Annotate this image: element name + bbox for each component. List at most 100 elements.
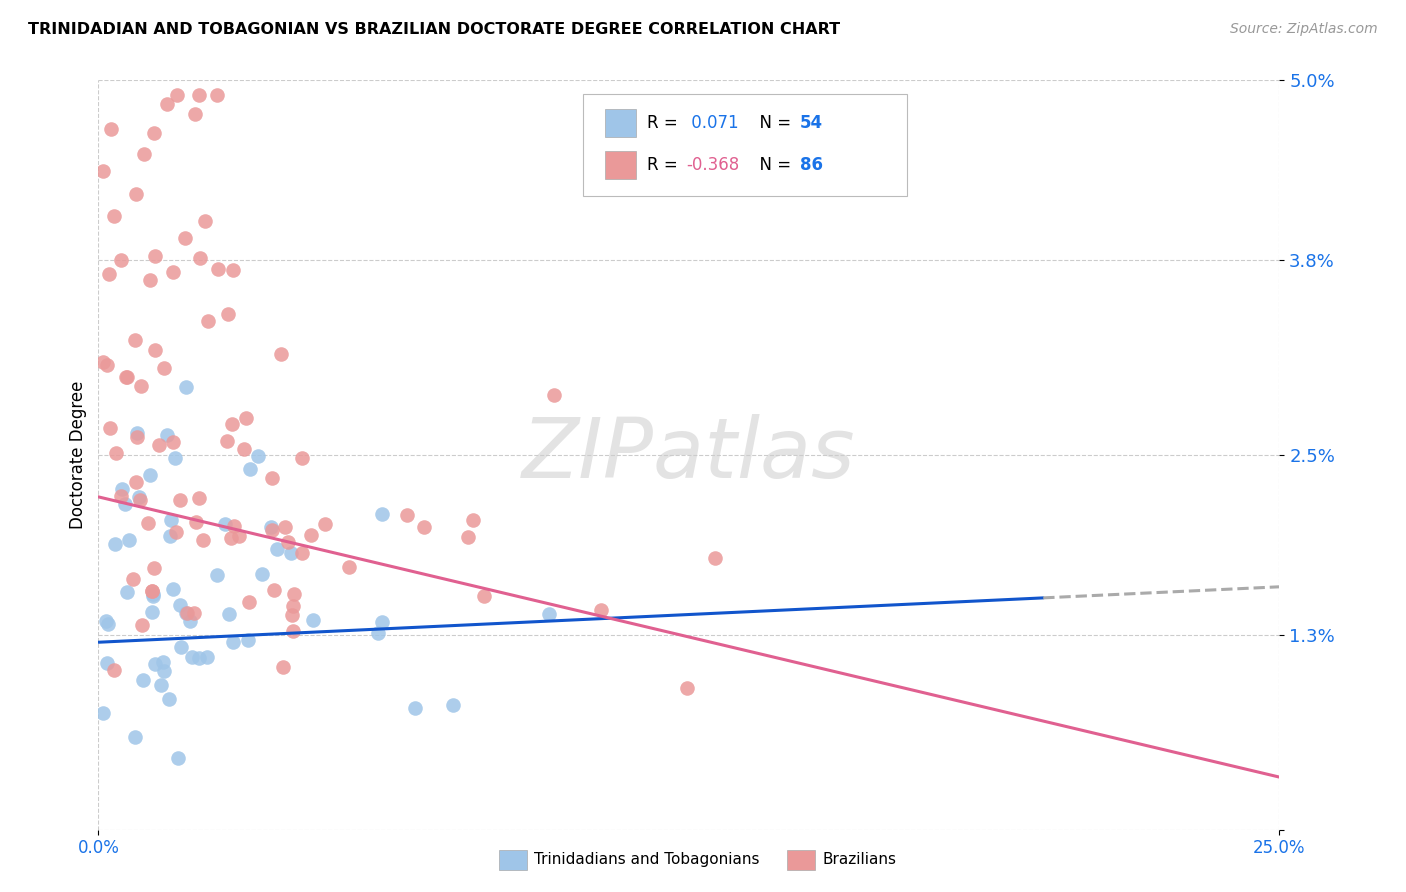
Point (281, 624, 304, 639)
Point (165, 451, 187, 466)
Text: N =: N = (749, 114, 797, 132)
Point (214, 517, 236, 532)
Point (181, 649, 204, 664)
Point (110, 252, 132, 267)
Point (187, 650, 209, 665)
Text: TRINIDADIAN AND TOBAGONIAN VS BRAZILIAN DOCTORATE DEGREE CORRELATION CHART: TRINIDADIAN AND TOBAGONIAN VS BRAZILIAN … (28, 22, 841, 37)
Point (277, 534, 299, 549)
Point (104, 446, 127, 460)
Point (404, 701, 426, 715)
Point (281, 599, 304, 614)
Point (98, 421, 121, 435)
Point (124, 333, 146, 347)
Point (457, 530, 479, 544)
Point (197, 314, 219, 328)
Point (97, 616, 120, 631)
Point (195, 650, 218, 665)
Point (238, 595, 260, 609)
Point (96, 656, 118, 670)
Text: R =: R = (647, 114, 683, 132)
Point (188, 491, 211, 505)
Point (166, 88, 188, 103)
Point (118, 533, 141, 547)
Point (217, 434, 239, 449)
Point (176, 606, 198, 620)
Point (270, 347, 292, 361)
Point (187, 88, 209, 103)
Point (129, 379, 152, 393)
Point (143, 249, 166, 263)
Point (141, 583, 163, 598)
Point (260, 520, 283, 534)
Point (280, 607, 302, 622)
Point (103, 664, 125, 678)
Point (291, 450, 314, 465)
Point (184, 515, 207, 529)
Point (169, 640, 191, 655)
Text: ZIPatlas: ZIPatlas (522, 415, 856, 495)
Point (463, 513, 485, 527)
Point (302, 613, 325, 627)
Point (134, 147, 156, 161)
Point (173, 231, 195, 245)
Point (165, 524, 187, 539)
Point (291, 546, 314, 560)
Point (235, 411, 257, 425)
Point (148, 438, 170, 452)
Text: 86: 86 (800, 156, 823, 174)
Point (167, 751, 190, 765)
Point (396, 508, 419, 523)
Point (128, 490, 150, 504)
Point (219, 531, 242, 545)
Point (262, 523, 284, 537)
Point (114, 497, 136, 511)
Point (139, 273, 162, 287)
Point (125, 426, 148, 441)
Point (315, 516, 337, 531)
Point (370, 615, 392, 629)
Point (162, 434, 184, 449)
Point (96, 358, 118, 372)
Point (162, 582, 184, 597)
Point (115, 584, 138, 599)
Point (139, 467, 162, 482)
Point (129, 493, 152, 508)
Point (194, 214, 217, 228)
Point (152, 655, 174, 669)
Point (179, 614, 201, 628)
Point (299, 528, 322, 542)
Text: Brazilians: Brazilians (823, 853, 897, 867)
Text: Trinidadians and Tobagonians: Trinidadians and Tobagonians (534, 853, 759, 867)
Point (115, 370, 138, 384)
Text: N =: N = (749, 156, 797, 174)
Point (174, 606, 197, 620)
Point (143, 657, 166, 672)
Point (97, 267, 120, 281)
Point (266, 542, 288, 557)
Point (124, 187, 146, 202)
Point (141, 584, 163, 599)
Point (218, 307, 240, 321)
Point (103, 210, 125, 224)
Point (538, 607, 561, 622)
Point (441, 698, 464, 713)
Point (160, 513, 183, 527)
Point (96, 614, 118, 628)
Point (132, 673, 155, 687)
Point (125, 430, 148, 444)
Point (131, 618, 153, 632)
Text: -0.368: -0.368 (686, 156, 740, 174)
Point (114, 370, 136, 384)
Point (145, 343, 167, 357)
Point (337, 560, 360, 574)
Point (183, 606, 205, 620)
Point (91, 163, 114, 178)
Point (142, 560, 165, 574)
Point (207, 568, 229, 582)
Y-axis label: Doctorate Degree: Doctorate Degree (69, 381, 87, 529)
Point (271, 659, 294, 673)
Point (169, 598, 191, 612)
Point (162, 265, 184, 279)
Point (142, 587, 165, 601)
Point (159, 692, 181, 706)
